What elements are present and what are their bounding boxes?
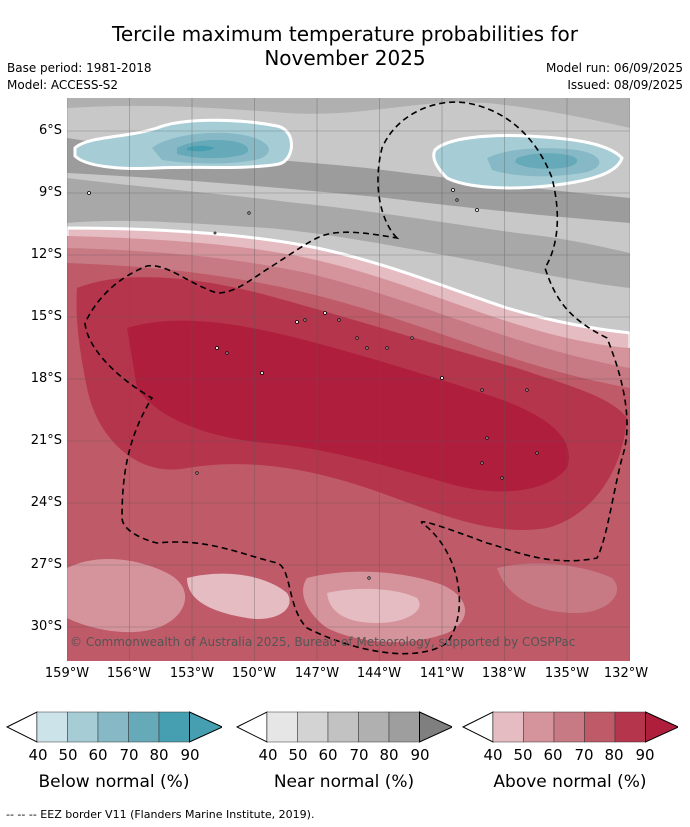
- colorbar-swatch: [553, 711, 585, 743]
- map-canvas: © Commonwealth of Australia 2025, Bureau…: [65, 98, 632, 663]
- eez-border: [84, 101, 628, 655]
- colorbar-tick: 90: [410, 746, 430, 764]
- colorbar-tick: 70: [119, 746, 139, 764]
- colorbar-high-extend: [189, 711, 224, 743]
- colorbar-tick: 70: [574, 746, 594, 764]
- lat-tick: 6°S: [38, 123, 62, 138]
- colorbar-tick: 50: [58, 746, 78, 764]
- issued-text: Issued: 08/09/2025: [567, 78, 683, 92]
- islands: [87, 188, 539, 580]
- lon-tick: 156°W: [106, 666, 152, 681]
- colorbar-swatches: [5, 711, 224, 743]
- colorbar-above-normal: [461, 710, 680, 744]
- lat-tick: 21°S: [30, 433, 62, 448]
- colorbar-tick: 80: [379, 746, 399, 764]
- colorbar-tick: 40: [483, 746, 503, 764]
- lat-tick: 12°S: [30, 247, 62, 262]
- colorbar-high-extend: [645, 711, 680, 743]
- colorbar-tick: 70: [349, 746, 369, 764]
- lon-tick: 147°W: [294, 666, 340, 681]
- lon-tick: 135°W: [544, 666, 590, 681]
- lon-tick: 150°W: [231, 666, 277, 681]
- colorbar-tick: 40: [258, 746, 278, 764]
- probability-map: © Commonwealth of Australia 2025, Bureau…: [65, 98, 632, 663]
- lat-tick: 9°S: [38, 185, 62, 200]
- colorbar-swatch: [492, 711, 524, 743]
- colorbar-swatch: [297, 711, 329, 743]
- colorbar-label-above: Above normal (%): [493, 772, 647, 792]
- lon-tick: 141°W: [419, 666, 465, 681]
- colorbar-low-extend: [235, 711, 268, 743]
- lon-tick: 132°W: [603, 666, 649, 681]
- model-run-text: Model run: 06/09/2025: [545, 61, 683, 75]
- colorbar-swatches: [461, 711, 680, 743]
- colorbar-tick: 90: [180, 746, 200, 764]
- colorbar-tick: 60: [543, 746, 563, 764]
- map-title: Tercile maximum temperature probabilitie…: [0, 22, 690, 70]
- colorbar-tick: 80: [149, 746, 169, 764]
- colorbar-high-extend: [419, 711, 454, 743]
- title-line-1: Tercile maximum temperature probabilitie…: [112, 22, 578, 46]
- colorbar-swatch: [158, 711, 190, 743]
- colorbar-low-extend: [5, 711, 38, 743]
- colorbar-tick: 60: [318, 746, 338, 764]
- colorbar-low-extend: [461, 711, 494, 743]
- lon-tick: 159°W: [44, 666, 90, 681]
- colorbar-near-normal: [235, 710, 454, 744]
- colorbar-below-normal: [5, 710, 224, 744]
- colorbar-tick: 40: [28, 746, 48, 764]
- lon-tick: 144°W: [356, 666, 402, 681]
- eez-footnote: -- -- -- EEZ border V11 (Flanders Marine…: [6, 808, 315, 821]
- colorbar-tick: 50: [513, 746, 533, 764]
- lat-tick: 30°S: [30, 619, 62, 634]
- colorbar-swatch: [128, 711, 160, 743]
- colorbar-swatch: [97, 711, 129, 743]
- colorbar-swatches: [235, 711, 454, 743]
- colorbar-swatch: [36, 711, 68, 743]
- colorbar-swatch: [358, 711, 390, 743]
- colorbar-swatch: [266, 711, 298, 743]
- colorbar-swatch: [523, 711, 555, 743]
- title-line-2: November 2025: [264, 46, 426, 70]
- colorbar-swatch: [614, 711, 646, 743]
- colorbar-tick: 50: [288, 746, 308, 764]
- lon-tick: 138°W: [481, 666, 527, 681]
- below-normal-region-west: [73, 118, 293, 170]
- colorbar-label-below: Below normal (%): [38, 772, 190, 792]
- model-text: Model: ACCESS-S2: [7, 78, 119, 92]
- above-normal-region: [65, 226, 632, 663]
- colorbar-tick: 90: [635, 746, 655, 764]
- lon-tick: 153°W: [169, 666, 215, 681]
- lat-tick: 18°S: [30, 371, 62, 386]
- colorbar-swatch: [388, 711, 420, 743]
- colorbar-swatch: [327, 711, 359, 743]
- lat-tick: 15°S: [30, 309, 62, 324]
- lat-tick: 24°S: [30, 495, 62, 510]
- copyright-text: © Commonwealth of Australia 2025, Bureau…: [70, 635, 575, 649]
- colorbar-swatch: [584, 711, 616, 743]
- below-normal-region-east: [432, 134, 624, 190]
- lat-tick: 27°S: [30, 557, 62, 572]
- base-period-text: Base period: 1981-2018: [7, 61, 152, 75]
- colorbar-label-near: Near normal (%): [273, 772, 415, 792]
- near-normal-band-top: [67, 98, 630, 128]
- colorbar-tick: 80: [604, 746, 624, 764]
- colorbar-swatch: [67, 711, 99, 743]
- colorbar-tick: 60: [88, 746, 108, 764]
